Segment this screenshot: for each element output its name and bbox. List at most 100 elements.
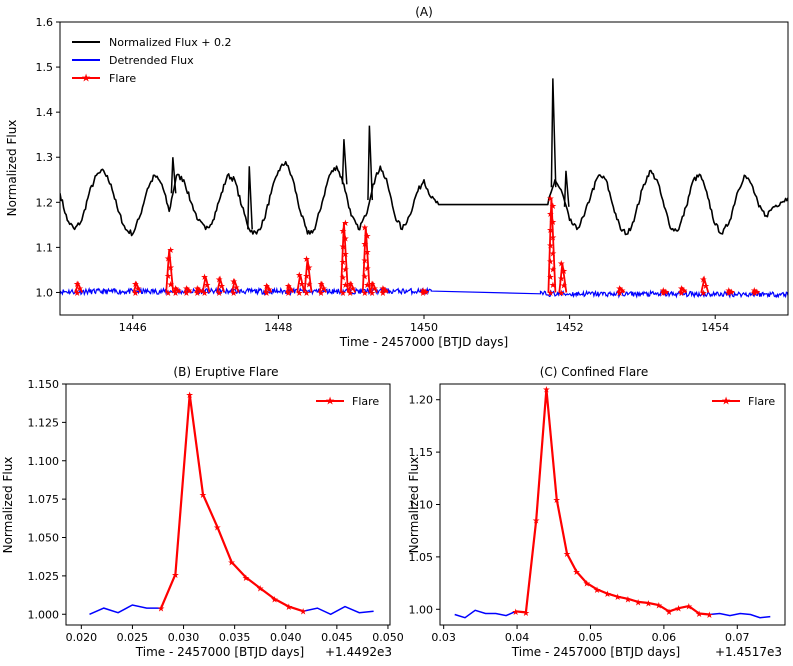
flare-point: ★ (624, 595, 632, 605)
flare-point: ★ (317, 289, 325, 299)
flare-point: ★ (727, 288, 735, 298)
panel-a-y-label: Normalized Flux (5, 120, 19, 217)
flare-point: ★ (171, 571, 179, 581)
flare-point: ★ (302, 272, 310, 282)
flare-line (380, 286, 389, 294)
normalized-flux-spike (550, 78, 557, 188)
flare-line (194, 286, 203, 294)
flare-point: ★ (164, 272, 172, 282)
flare-line (172, 286, 182, 294)
flare-point: ★ (368, 289, 376, 299)
flare-point: ★ (419, 287, 427, 297)
flare-point: ★ (560, 282, 568, 292)
flare-line (751, 289, 760, 294)
flare-event: ★★★ (201, 273, 212, 299)
flare-point: ★ (546, 242, 554, 252)
flare-point: ★ (363, 281, 371, 291)
series-normalized-flux (60, 160, 788, 237)
flare-point: ★ (557, 260, 565, 270)
flare-line (700, 275, 710, 293)
flare-line (547, 197, 557, 293)
flare-point: ★ (341, 281, 349, 291)
flare-event: ★★★ (262, 282, 273, 299)
y-tick-label: 1.1 (36, 241, 54, 254)
panel-b-frame (65, 383, 391, 626)
flare-point: ★ (665, 608, 673, 618)
flare-point: ★ (230, 278, 238, 288)
flare-point: ★ (361, 224, 369, 234)
y-tick-label: 1.050 (28, 532, 60, 545)
flare-event: ★★★ (230, 278, 241, 299)
flare-point: ★ (563, 550, 571, 560)
flare-point: ★ (164, 255, 172, 265)
legend-star-icon: ★ (721, 395, 731, 408)
flare-point: ★ (618, 287, 626, 297)
flare-line (340, 222, 349, 293)
flare-point: ★ (634, 598, 642, 608)
flare-point: ★ (662, 288, 670, 298)
flare-point: ★ (232, 283, 240, 293)
flare-point: ★ (317, 280, 325, 290)
flare-point: ★ (655, 602, 663, 612)
flare-point: ★ (256, 585, 264, 595)
flare-point: ★ (379, 284, 387, 294)
flare-point: ★ (725, 289, 733, 299)
panel-b-title: (B) Eruptive Flare (173, 365, 278, 379)
flare-point: ★ (725, 287, 733, 297)
flare-point: ★ (549, 202, 557, 212)
flare-event: ★★★ (368, 280, 379, 299)
panel-a-series: ★★★★★★★★★★★★★★★ ★★★ ★★★ ★★★★★★★★★★★★★★★★★★★… (60, 78, 788, 299)
flare-point: ★ (305, 264, 313, 274)
flare-event: ★★★ (419, 287, 430, 299)
flare-point: ★ (341, 250, 349, 260)
flare-point: ★ (750, 287, 758, 297)
flare-point: ★ (614, 593, 622, 603)
panel-c-x-label: Time - 2457000 [BTJD days] (511, 645, 680, 659)
y-tick-label: 1.0 (36, 286, 54, 299)
flare-point: ★ (182, 284, 190, 294)
flare-point: ★ (218, 282, 226, 292)
flare-point: ★ (265, 286, 273, 296)
flare-event: ★★★ (677, 284, 688, 299)
flare-point: ★ (167, 246, 175, 256)
flare-point: ★ (339, 258, 347, 268)
flare-point: ★ (302, 255, 310, 265)
flare-point: ★ (230, 289, 238, 299)
panel-b-x-label: Time - 2457000 [BTJD days] (135, 645, 304, 659)
flare-line (678, 286, 688, 294)
flare-event: ★★★★★★ (164, 246, 175, 299)
x-tick-label: 0.050 (372, 631, 404, 644)
series-flare (515, 388, 710, 616)
flare-point: ★ (287, 286, 295, 296)
flare-point: ★ (341, 235, 349, 245)
flare-point: ★ (285, 603, 293, 613)
x-tick-label: 0.020 (66, 631, 98, 644)
flare-line (361, 227, 371, 293)
flare-point: ★ (349, 284, 357, 294)
panel-a-x-label: Time - 2457000 [BTJD days] (339, 335, 508, 349)
y-tick-label: 1.20 (409, 394, 434, 407)
x-tick-label: 1446 (119, 321, 147, 334)
flare-point: ★ (182, 289, 190, 299)
flare-point: ★ (361, 240, 369, 250)
flare-point: ★ (298, 280, 306, 290)
flare-event: ★★★ (346, 280, 357, 299)
y-tick-label: 1.05 (409, 551, 434, 564)
flare-line (318, 280, 327, 293)
panel-a-legend: Normalized Flux + 0.2 Detrended Flux ★ F… (72, 36, 231, 85)
flare-event: ★★★ (750, 287, 761, 299)
flare-point: ★ (73, 289, 81, 299)
flare-point: ★ (201, 273, 209, 283)
flare-point: ★ (677, 284, 685, 294)
flare-event: ★★★ (317, 280, 328, 299)
flare-line (165, 249, 175, 293)
flare-point: ★ (603, 590, 611, 600)
y-tick-label: 1.3 (36, 151, 54, 164)
flare-point: ★ (532, 517, 540, 527)
flare-line (420, 289, 429, 294)
normalized-flux-spike (563, 170, 570, 207)
flare-point: ★ (185, 287, 193, 297)
flare-point: ★ (381, 287, 389, 297)
panel-a-y-ticks: 1.0 1.1 1.2 1.3 1.4 1.5 1.6 (36, 16, 60, 299)
